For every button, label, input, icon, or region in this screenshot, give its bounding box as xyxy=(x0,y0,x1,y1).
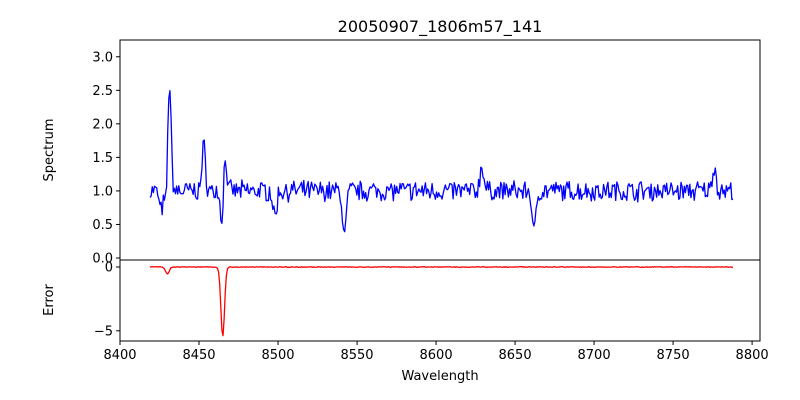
error-y-tick-label: 0 xyxy=(105,261,113,276)
error-y-ticks: 0 −5 xyxy=(94,261,120,339)
x-axis-label: Wavelength xyxy=(401,369,478,384)
x-tick-label: 8750 xyxy=(657,348,690,363)
x-tick-label: 8400 xyxy=(103,348,136,363)
x-tick-label: 8500 xyxy=(261,348,294,363)
error-panel: 0 −5 8400 8450 8500 8550 8600 8650 8700 8750 8800… xyxy=(42,259,769,384)
x-tick-label: 8800 xyxy=(736,348,769,363)
error-y-tick-label: −5 xyxy=(94,324,113,339)
error-y-label: Error xyxy=(42,284,57,316)
spectrum-y-tick-label: 2.0 xyxy=(92,117,113,132)
spectrum-y-tick-label: 2.5 xyxy=(92,84,113,99)
x-tick-label: 8450 xyxy=(182,348,215,363)
x-tick-label: 8700 xyxy=(578,348,611,363)
spectrum-y-tick-label: 1.0 xyxy=(92,184,113,199)
spectrum-line xyxy=(149,90,734,233)
error-series xyxy=(149,265,734,337)
x-tick-label: 8650 xyxy=(499,348,532,363)
x-ticks: 8400 8450 8500 8550 8600 8650 8700 8750 8800 xyxy=(103,341,769,363)
spectrum-y-tick-label: 0.0 xyxy=(92,251,113,266)
x-tick-label: 8550 xyxy=(340,348,373,363)
spectrum-y-label: Spectrum xyxy=(42,119,57,182)
chart-title: 20050907_1806m57_141 xyxy=(338,17,543,37)
spectrum-y-ticks: 0.0 0.5 1.0 1.5 2.0 2.5 3.0 xyxy=(92,50,120,266)
error-line xyxy=(149,265,734,337)
spectrum-y-tick-label: 0.5 xyxy=(92,218,113,233)
spectrum-y-tick-label: 3.0 xyxy=(92,50,113,65)
x-tick-label: 8600 xyxy=(420,348,453,363)
spectrum-y-tick-label: 1.5 xyxy=(92,151,113,166)
spectrum-panel: 0.0 0.5 1.0 1.5 2.0 2.5 3.0 Spectrum xyxy=(42,39,761,266)
error-axes-frame xyxy=(119,259,761,342)
spectrum-series xyxy=(149,90,734,233)
